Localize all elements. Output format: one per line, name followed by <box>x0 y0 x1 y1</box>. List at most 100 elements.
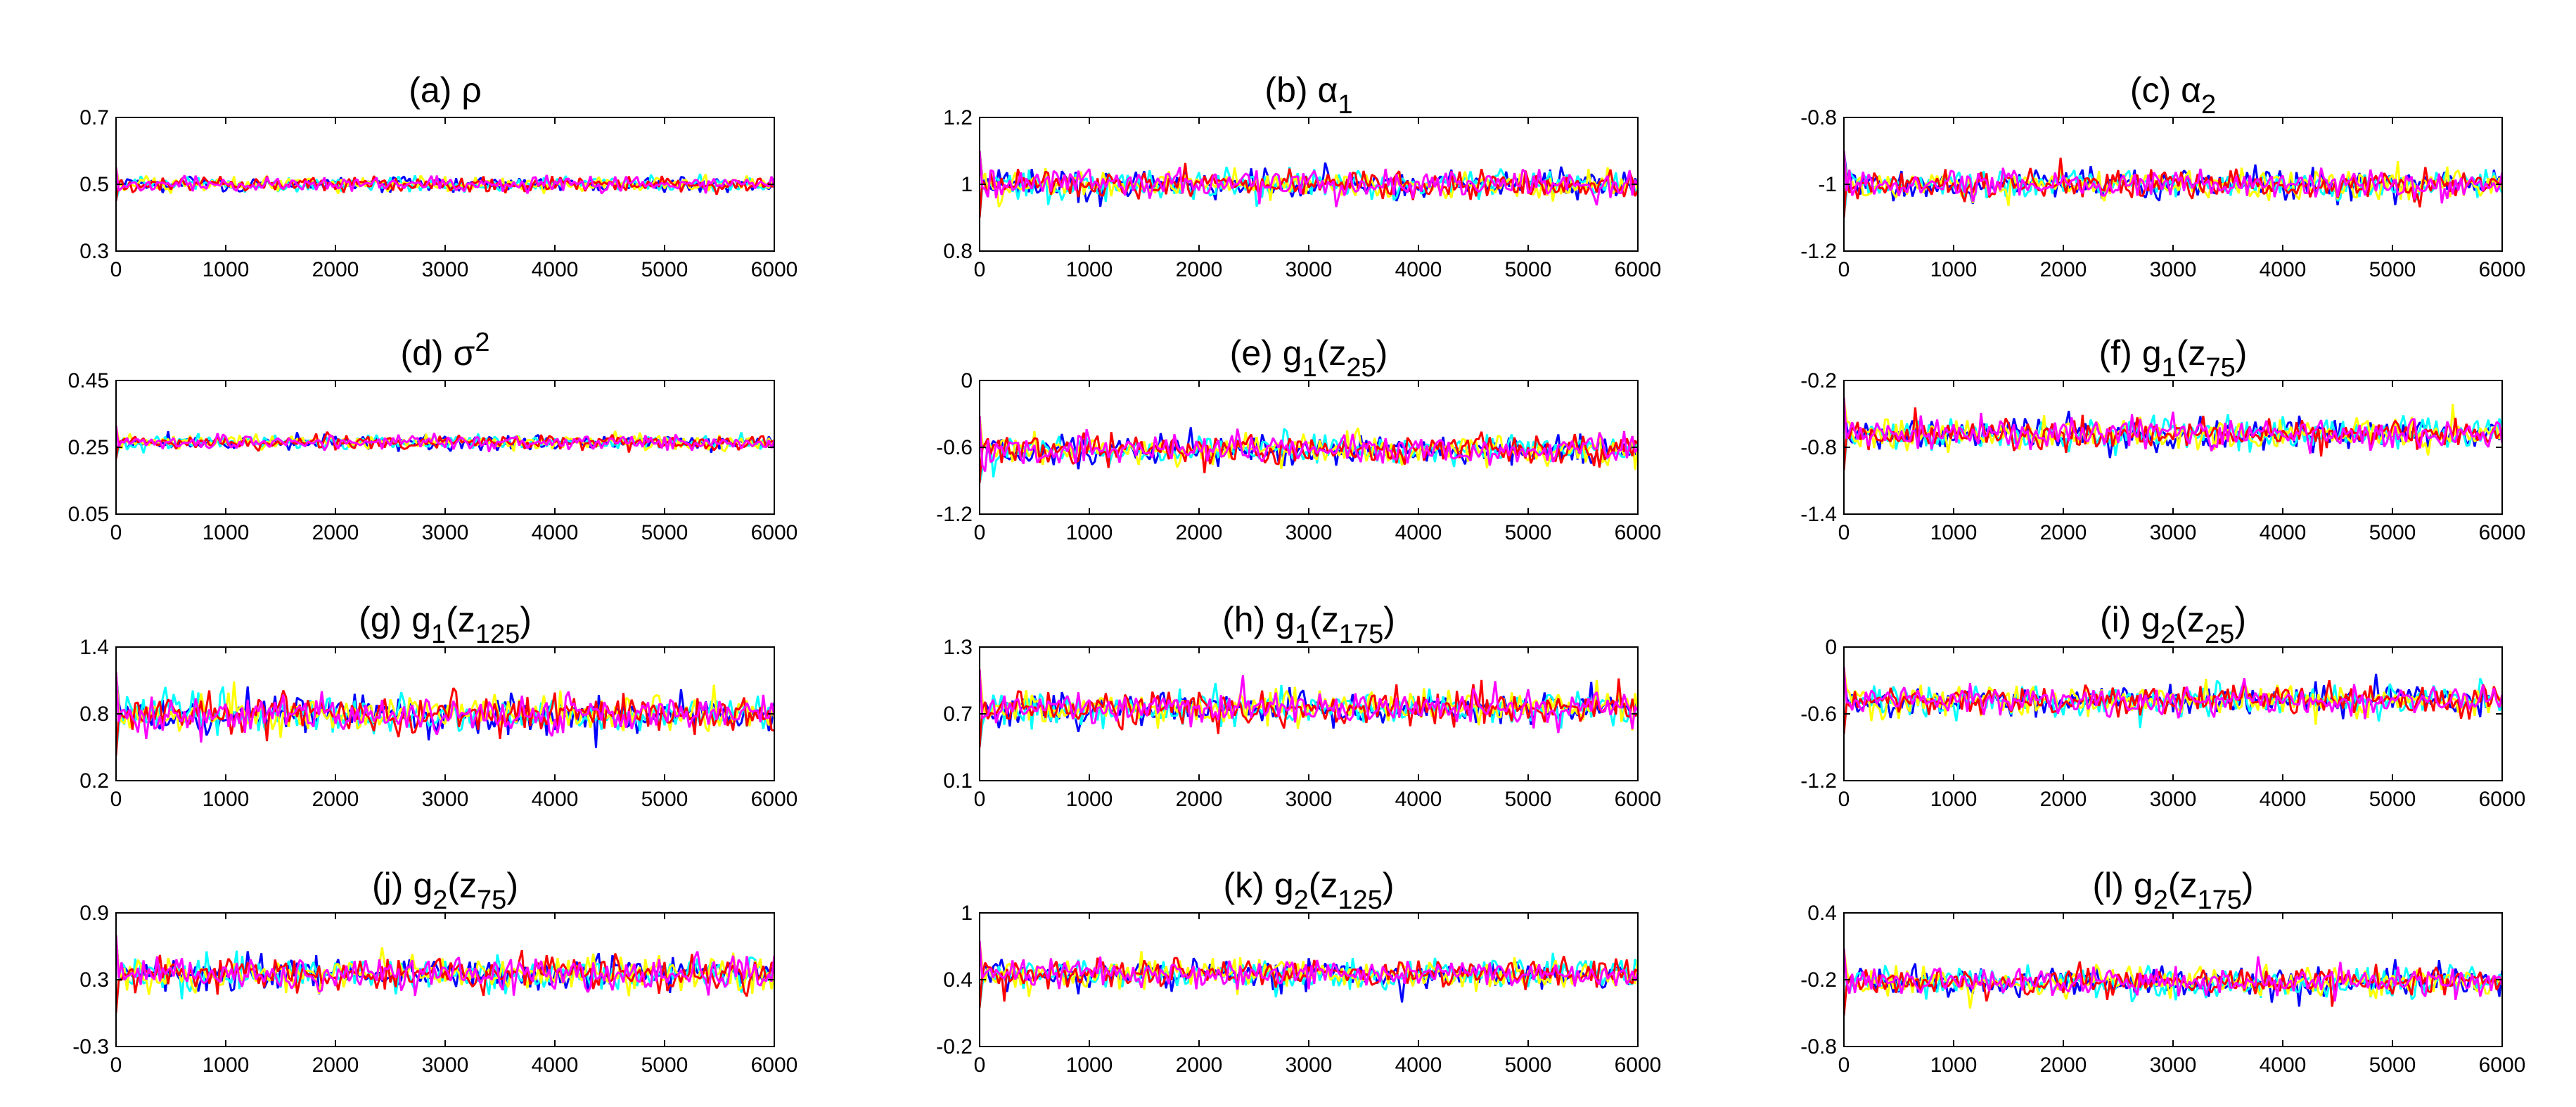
x-tick-label: 5000 <box>641 1054 688 1077</box>
x-tick-label: 3000 <box>422 521 469 544</box>
panel-title: (l) g2(z175) <box>2092 866 2253 915</box>
x-tick-label: 4000 <box>1395 788 1442 811</box>
series-line-chain-5 <box>1844 151 2502 204</box>
panel-f: 0 1000 2000 3000 4000 5000 6000 -1.4 -0.8 -0.2 (f)… <box>1800 333 2525 544</box>
series-line-chain-1 <box>980 940 1638 1003</box>
panel-h: 0 1000 2000 3000 4000 5000 6000 0.1 0.7 1.3 (h) g1(… <box>943 600 1661 811</box>
x-tick-label: 4000 <box>1395 258 1442 281</box>
panel-k: 0 1000 2000 3000 4000 5000 6000 -0.2 0.4 1 (k) g2(z… <box>936 866 1661 1077</box>
y-tick-label: 0.25 <box>68 436 109 459</box>
y-tick-label: 0 <box>1825 636 1837 659</box>
panel-c: 0 1000 2000 3000 4000 5000 6000 -1.2 -1 -0.8 (c) α2 <box>1800 70 2525 281</box>
x-tick-label: 0 <box>110 258 122 281</box>
series-line-chain-5 <box>980 669 1638 734</box>
series-line-chain-3 <box>116 167 774 195</box>
x-tick-label: 6000 <box>751 521 798 544</box>
x-tick-label: 4000 <box>2260 258 2307 281</box>
panel-a: 0 1000 2000 3000 4000 5000 6000 0.3 0.5 0.7 (a) ρ <box>79 70 797 281</box>
x-tick-label: 0 <box>1838 521 1850 544</box>
y-tick-label: 1.4 <box>79 636 109 659</box>
panel-title: (c) α2 <box>2130 70 2216 120</box>
x-tick-label: 0 <box>1838 258 1850 281</box>
x-tick-label: 6000 <box>2479 1054 2526 1077</box>
y-tick-label: -0.2 <box>936 1035 973 1058</box>
series-line-chain-5 <box>1844 667 2502 719</box>
x-tick-label: 5000 <box>641 521 688 544</box>
x-tick-label: 5000 <box>1505 521 1552 544</box>
x-tick-label: 3000 <box>2150 521 2197 544</box>
y-tick-label: 0.4 <box>1807 902 1837 925</box>
x-tick-label: 2000 <box>1176 788 1223 811</box>
panel-j: 0 1000 2000 3000 4000 5000 6000 -0.3 0.3 0.9 (j) g2… <box>72 866 797 1077</box>
x-tick-label: 1000 <box>203 788 250 811</box>
series-line-chain-5 <box>980 416 1638 473</box>
x-tick-label: 6000 <box>751 788 798 811</box>
x-tick-label: 3000 <box>2150 258 2197 281</box>
x-tick-label: 2000 <box>312 258 359 281</box>
axes-frame <box>1843 646 2503 781</box>
x-tick-label: 6000 <box>1615 258 1662 281</box>
x-tick-label: 4000 <box>2260 788 2307 811</box>
panel-title: (b) α1 <box>1264 70 1352 120</box>
y-tick-label: 0.05 <box>68 503 109 526</box>
x-tick-label: 5000 <box>2369 521 2416 544</box>
x-tick-label: 0 <box>110 1054 122 1077</box>
series-line-chain-5 <box>116 425 774 453</box>
y-tick-label: 0.8 <box>943 240 973 263</box>
x-tick-label: 2000 <box>312 1054 359 1077</box>
series-line-chain-1 <box>116 672 774 748</box>
x-tick-label: 5000 <box>2369 258 2416 281</box>
x-tick-label: 4000 <box>2260 1054 2307 1077</box>
x-tick-label: 3000 <box>2150 788 2197 811</box>
x-tick-label: 4000 <box>1395 521 1442 544</box>
x-tick-label: 3000 <box>2150 1054 2197 1077</box>
series-line-chain-5 <box>116 672 774 743</box>
traces <box>1844 397 2502 471</box>
x-tick-label: 0 <box>974 258 986 281</box>
panel-e: 0 1000 2000 3000 4000 5000 6000 -1.2 -0.6 0 (e) g1(… <box>936 333 1661 544</box>
x-tick-label: 3000 <box>1286 1054 1333 1077</box>
x-tick-label: 0 <box>110 521 122 544</box>
x-tick-label: 2000 <box>2040 788 2087 811</box>
y-tick-label: 0.7 <box>79 106 109 129</box>
y-tick-label: 0.45 <box>68 369 109 392</box>
y-tick-label: 0.8 <box>79 703 109 726</box>
series-line-chain-2 <box>116 950 774 1013</box>
x-tick-label: 3000 <box>1286 521 1333 544</box>
x-tick-label: 1000 <box>203 521 250 544</box>
traces <box>980 151 1638 218</box>
series-line-chain-2 <box>1844 169 2502 218</box>
panel-g: 0 1000 2000 3000 4000 5000 6000 0.2 0.8 1.4 (g) g1(… <box>79 600 797 811</box>
x-tick-label: 4000 <box>532 521 579 544</box>
traces <box>1844 151 2502 218</box>
x-tick-label: 3000 <box>422 1054 469 1077</box>
y-tick-label: 0.4 <box>943 968 973 992</box>
series-line-chain-3 <box>980 416 1638 470</box>
y-tick-label: 0.7 <box>943 703 973 726</box>
x-tick-label: 6000 <box>751 258 798 281</box>
x-tick-label: 6000 <box>1615 788 1662 811</box>
x-tick-label: 4000 <box>532 258 579 281</box>
x-tick-label: 6000 <box>1615 1054 1662 1077</box>
y-tick-label: 0.2 <box>79 769 109 793</box>
traces <box>116 425 774 459</box>
x-tick-label: 4000 <box>2260 521 2307 544</box>
x-tick-label: 5000 <box>1505 1054 1552 1077</box>
y-tick-label: 0.3 <box>79 240 109 263</box>
panel-i: 0 1000 2000 3000 4000 5000 6000 -1.2 -0.6 0 (i) g2(… <box>1800 600 2525 811</box>
x-tick-label: 3000 <box>422 788 469 811</box>
x-tick-label: 5000 <box>641 788 688 811</box>
series-line-chain-5 <box>116 167 774 195</box>
x-tick-label: 6000 <box>2479 521 2526 544</box>
x-tick-label: 1000 <box>1930 521 1978 544</box>
traces <box>116 935 774 1013</box>
panel-l: 0 1000 2000 3000 4000 5000 6000 -0.8 -0.2 0.4 (l) g… <box>1800 866 2525 1077</box>
y-tick-label: -0.8 <box>1800 436 1837 459</box>
x-tick-label: 0 <box>974 1054 986 1077</box>
x-tick-label: 2000 <box>2040 258 2087 281</box>
x-tick-label: 4000 <box>1395 1054 1442 1077</box>
x-tick-label: 1000 <box>1066 788 1113 811</box>
y-tick-label: 0.1 <box>943 769 973 793</box>
series-line-chain-5 <box>1844 948 2502 1002</box>
